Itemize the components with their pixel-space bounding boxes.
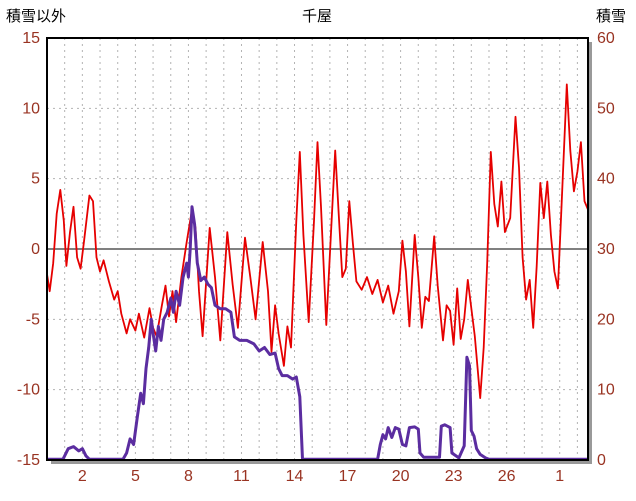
x-axis-tick-label: 1 xyxy=(555,468,564,485)
x-axis-tick-label: 17 xyxy=(339,468,357,485)
left-axis-tick-label: -10 xyxy=(17,382,40,399)
left-axis-tick-label: -15 xyxy=(17,452,40,469)
series-group xyxy=(47,83,588,460)
right-axis-tick-label: 40 xyxy=(597,171,615,188)
x-axis-tick-label: 26 xyxy=(498,468,516,485)
right-axis-tick-label: 60 xyxy=(597,30,615,47)
snow-depth-line xyxy=(47,205,588,460)
left-axis-title: 積雪以外 xyxy=(6,8,67,25)
x-axis-tick-label: 20 xyxy=(392,468,410,485)
right-axis-tick-label: 10 xyxy=(597,382,615,399)
x-axis-tick-label: 2 xyxy=(78,468,87,485)
temperature-line xyxy=(47,83,588,400)
right-axis-title: 積雪 xyxy=(595,8,626,25)
plot-frame xyxy=(46,37,589,461)
x-axis-tick-label: 8 xyxy=(184,468,193,485)
right-axis-tick-label: 50 xyxy=(597,100,615,117)
right-axis-tick-label: 20 xyxy=(597,311,615,328)
right-axis-tick-label: 30 xyxy=(597,241,615,258)
left-axis-tick-label: 5 xyxy=(31,171,40,188)
left-axis-tick-label: 10 xyxy=(22,100,40,117)
left-axis-tick-label: 0 xyxy=(31,241,40,258)
x-axis-tick-label: 5 xyxy=(131,468,140,485)
right-axis-tick-label: 0 xyxy=(597,452,606,469)
x-axis-tick-label: 23 xyxy=(445,468,463,485)
left-axis-tick-label: -5 xyxy=(26,311,40,328)
left-axis-tick-label: 15 xyxy=(22,30,40,47)
x-axis-tick-label: 14 xyxy=(286,468,304,485)
chart-title: 千屋 xyxy=(301,8,333,25)
x-axis-tick-label: 11 xyxy=(233,468,250,485)
